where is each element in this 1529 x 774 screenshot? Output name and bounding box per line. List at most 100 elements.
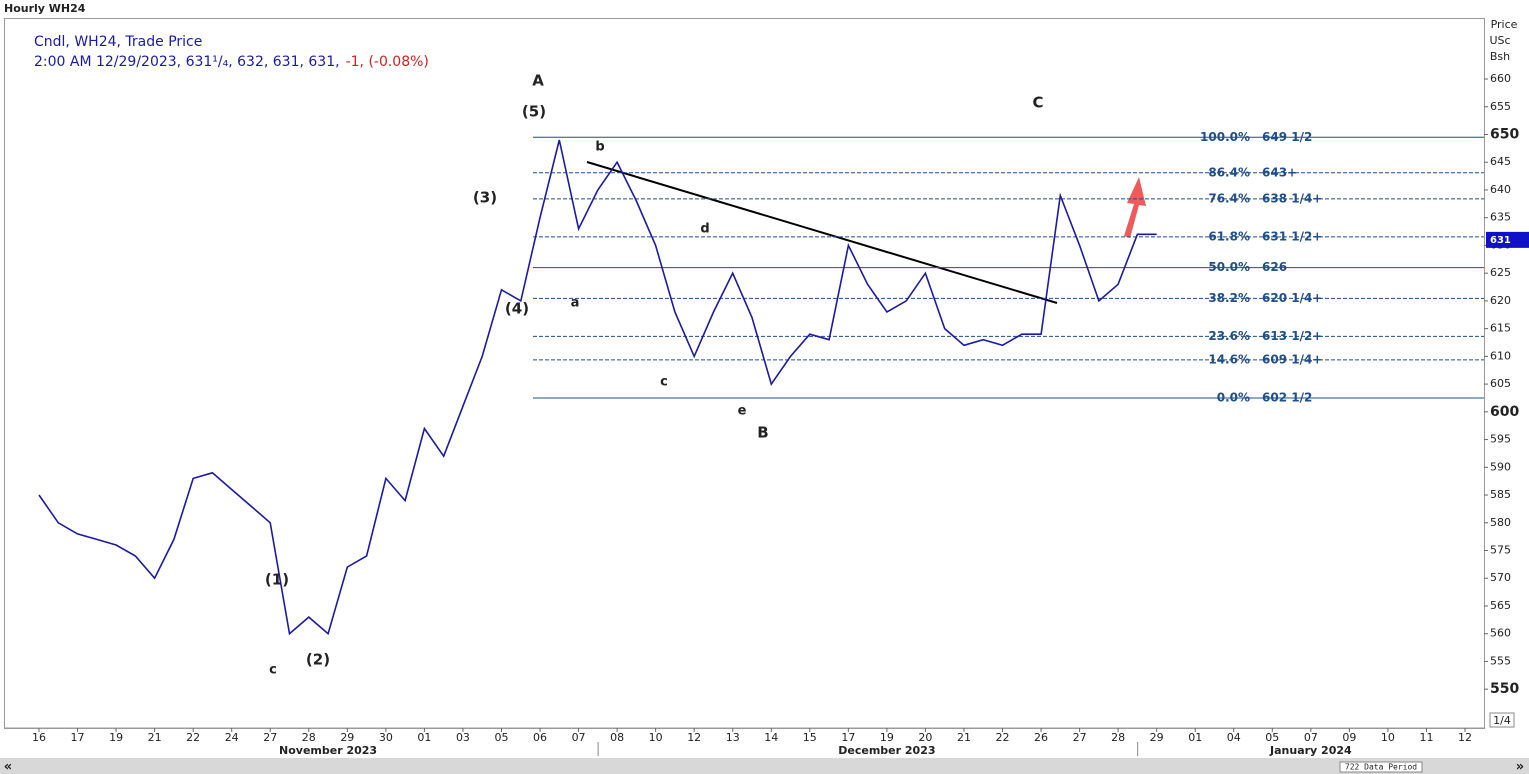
x-tick-label: 07 — [1304, 731, 1318, 744]
x-tick-label: 29 — [1150, 731, 1164, 744]
x-tick-label: 13 — [726, 731, 740, 744]
series-name: Cndl, WH24, Trade Price — [34, 34, 202, 50]
x-tick-label: 21 — [148, 731, 162, 744]
y-tick-label: 615 — [1490, 322, 1511, 335]
wave-label: a — [571, 296, 580, 311]
period-box — [1339, 761, 1423, 773]
fib-price: 638 1/4+ — [1262, 191, 1322, 205]
x-tick-label: 28 — [1111, 731, 1125, 744]
x-tick-label: 15 — [803, 731, 817, 744]
x-tick-label: 22 — [996, 731, 1010, 744]
fib-price: 609 1/4+ — [1262, 352, 1322, 366]
data-period: 722 Data Period — [1345, 763, 1417, 772]
y-tick-label: 610 — [1490, 349, 1511, 362]
y-tick-label: 650 — [1490, 126, 1519, 142]
wave-label: A — [532, 72, 544, 90]
y-tick-label: 640 — [1490, 183, 1511, 196]
wave-label: d — [700, 222, 709, 237]
x-tick-label: 11 — [1419, 731, 1433, 744]
window-title: Hourly WH24 — [4, 2, 86, 15]
scroll-left[interactable]: « — [4, 760, 12, 774]
x-tick-label: 10 — [1381, 731, 1395, 744]
x-tick-label: 17 — [841, 731, 855, 744]
x-tick-label: 22 — [186, 731, 200, 744]
x-tick-label: 01 — [1188, 731, 1202, 744]
fib-price: 643+ — [1262, 165, 1297, 179]
x-tick-label: 04 — [1227, 731, 1241, 744]
x-tick-label: 09 — [1342, 731, 1356, 744]
x-tick-label: 24 — [225, 731, 239, 744]
x-tick-label: 30 — [379, 731, 393, 744]
x-tick-label: 10 — [649, 731, 663, 744]
y-tick-label: 565 — [1490, 599, 1511, 612]
wave-label: (5) — [522, 103, 546, 121]
fib-percent: 61.8% — [1208, 229, 1250, 243]
y-tick-label: 550 — [1490, 681, 1519, 697]
fib-price: 613 1/2+ — [1262, 329, 1322, 343]
y-tick-label: 555 — [1490, 654, 1511, 667]
fib-percent: 23.6% — [1208, 329, 1250, 343]
month-label: November 2023 — [279, 744, 377, 757]
wave-label: C — [1032, 94, 1043, 112]
x-tick-label: 16 — [32, 731, 46, 744]
x-tick-label: 03 — [456, 731, 470, 744]
x-tick-label: 08 — [610, 731, 624, 744]
x-tick-label: 12 — [687, 731, 701, 744]
fib-price: 649 1/2 — [1262, 130, 1312, 144]
x-tick-label: 19 — [880, 731, 894, 744]
fib-price: 631 1/2+ — [1262, 229, 1322, 243]
x-tick-label: 17 — [71, 731, 85, 744]
axis-header: Price — [1491, 18, 1518, 31]
x-tick-label: 27 — [1073, 731, 1087, 744]
wave-label: (1) — [265, 571, 289, 589]
fib-price: 602 1/2 — [1262, 390, 1312, 404]
x-tick-label: 05 — [494, 731, 508, 744]
wave-label: c — [269, 663, 277, 678]
x-tick-label: 20 — [918, 731, 932, 744]
change: -1, (-0.08%) — [346, 54, 429, 70]
last-price: 631 — [1490, 235, 1511, 246]
x-tick-label: 26 — [1034, 731, 1048, 744]
wave-label: c — [660, 375, 668, 390]
x-tick-label: 27 — [263, 731, 277, 744]
page-indicator: 1/4 — [1493, 714, 1511, 727]
y-tick-label: 575 — [1490, 544, 1511, 557]
y-tick-label: 660 — [1490, 72, 1511, 85]
y-tick-label: 625 — [1490, 266, 1511, 279]
fib-percent: 38.2% — [1208, 291, 1250, 305]
y-tick-label: 600 — [1490, 404, 1519, 420]
y-tick-label: 655 — [1490, 100, 1511, 113]
fib-price: 620 1/4+ — [1262, 291, 1322, 305]
y-tick-label: 635 — [1490, 211, 1511, 224]
x-tick-label: 07 — [572, 731, 586, 744]
x-tick-label: 06 — [533, 731, 547, 744]
wave-label: B — [757, 424, 768, 442]
month-label: December 2023 — [838, 744, 935, 757]
fib-percent: 86.4% — [1208, 165, 1250, 179]
red-arrow — [1124, 177, 1146, 238]
fib-percent: 50.0% — [1208, 260, 1250, 274]
y-tick-label: 595 — [1490, 433, 1511, 446]
fib-percent: 0.0% — [1217, 390, 1250, 404]
x-tick-label: 05 — [1265, 731, 1279, 744]
y-tick-label: 570 — [1490, 571, 1511, 584]
axis-header: Bsh — [1490, 50, 1510, 63]
price-line — [38, 139, 1157, 636]
y-tick-label: 580 — [1490, 516, 1511, 529]
y-tick-label: 645 — [1490, 155, 1511, 168]
wave-label: b — [595, 140, 604, 155]
wave-label: e — [738, 404, 747, 419]
page-box — [1489, 712, 1515, 728]
fib-price: 626 — [1262, 260, 1287, 274]
wave-label: (4) — [505, 300, 529, 318]
scrollbar[interactable] — [0, 758, 1529, 774]
x-tick-label: 14 — [764, 731, 778, 744]
scroll-right[interactable]: » — [1516, 760, 1524, 774]
wave-label: (2) — [306, 651, 330, 669]
last-price-box — [1486, 231, 1529, 248]
x-tick-label: 29 — [340, 731, 354, 744]
x-tick-label: 12 — [1458, 731, 1472, 744]
x-tick-label: 19 — [109, 731, 123, 744]
fib-percent: 76.4% — [1208, 191, 1250, 205]
